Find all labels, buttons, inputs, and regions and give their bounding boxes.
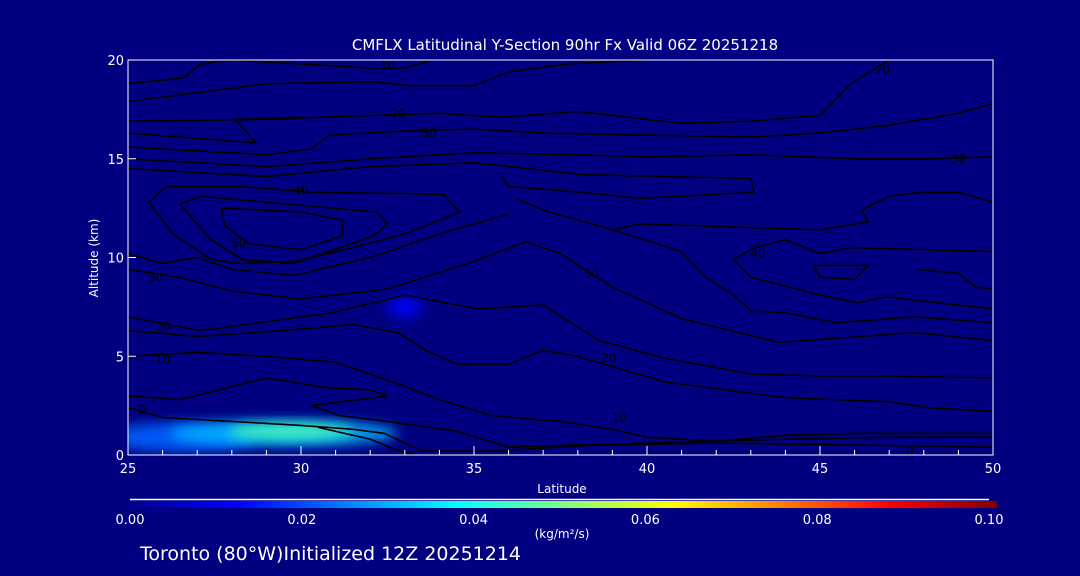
y-tick-label: 5 (116, 350, 124, 365)
colorbar-tick-label: 0.04 (459, 513, 488, 528)
contour-line-30 (128, 240, 993, 344)
contour-label: 30 (148, 270, 163, 284)
contour-labels: 10 20 30 40 50 20 30 40 30 30 20 20 10 10 0 0 (138, 59, 966, 458)
contour-line-40 (612, 229, 993, 324)
contour-lines (128, 60, 993, 455)
contour-label: 10 (612, 410, 627, 424)
contour-line-20 (128, 294, 993, 379)
contour-label: 30 (584, 266, 599, 280)
contour-line-10 (128, 351, 993, 443)
y-tick-label: 15 (107, 153, 124, 168)
contour-label: 50 (231, 237, 246, 251)
contour-line-30 (128, 151, 993, 168)
y-axis-label: Altitude (km) (87, 218, 101, 298)
contour-line-30 (128, 102, 993, 156)
contour-line-30 (128, 161, 756, 200)
contour-line-50 (812, 264, 871, 281)
x-tick-label: 25 (120, 462, 137, 477)
colorbar-tick-label: 0.08 (803, 513, 832, 528)
flux-blob (387, 296, 423, 318)
contour-line-20 (128, 116, 302, 144)
contour-label: 10 (380, 59, 395, 73)
y-tick-label: 0 (116, 449, 124, 464)
y-tick-label: 20 (107, 54, 124, 69)
contour-label: 30 (951, 152, 966, 166)
contour-line-40 (732, 258, 993, 310)
x-tick-label: 35 (466, 462, 483, 477)
contour-label: 20 (875, 63, 890, 77)
contour-line-20 (128, 60, 890, 125)
colorbar-tick-label: 0.10 (975, 513, 1004, 528)
contour-label: 20 (390, 106, 405, 120)
contour-line-0 (128, 406, 993, 452)
contour-label: 20 (601, 351, 616, 365)
contour-line-40 (515, 191, 993, 231)
contour-line-40 (733, 238, 993, 261)
contour-line-40 (916, 268, 993, 290)
footer-location-init: Toronto (80°W)Initialized 12Z 20251214 (140, 543, 522, 565)
x-tick-label: 50 (985, 462, 1002, 477)
contour-label: 10 (155, 353, 170, 367)
contour-line-10 (128, 323, 993, 413)
x-tick-label: 45 (812, 462, 829, 477)
contour-line-10 (128, 60, 648, 103)
contour-label: 0 (906, 444, 914, 458)
colorbar-tick-label: 0.06 (631, 513, 660, 528)
colorbar-units: (kg/m²/s) (534, 527, 590, 541)
contour-label: 20 (155, 320, 170, 334)
colorbar-tick-label: 0.02 (287, 513, 316, 528)
x-tick-label: 40 (639, 462, 656, 477)
axes: 25 30 35 40 45 50 0 5 10 15 20 (107, 54, 1001, 477)
colorbar: 0.00 0.02 0.04 0.06 0.08 0.10 (116, 498, 1004, 528)
contour-line-40 (148, 185, 462, 265)
chart-title: CMFLX Latitudinal Y-Section 90hr Fx Vali… (351, 36, 779, 54)
contour-line-0 (128, 377, 993, 448)
contour-line-50 (220, 207, 344, 251)
flux-field (128, 296, 423, 453)
y-tick-label: 10 (107, 252, 124, 267)
contour-line-30 (128, 213, 509, 277)
contour-line-10 (128, 60, 433, 85)
x-axis-label: Latitude (537, 482, 587, 496)
colorbar-gradient (130, 501, 997, 508)
contour-label: 40 (293, 183, 308, 197)
contour-label: 40 (750, 247, 765, 261)
x-tick-label: 30 (293, 462, 310, 477)
contour-label: 0 (138, 403, 146, 417)
contour-line-40 (179, 195, 389, 265)
contour-label: 30 (421, 126, 436, 140)
colorbar-tick-label: 0.00 (116, 513, 145, 528)
